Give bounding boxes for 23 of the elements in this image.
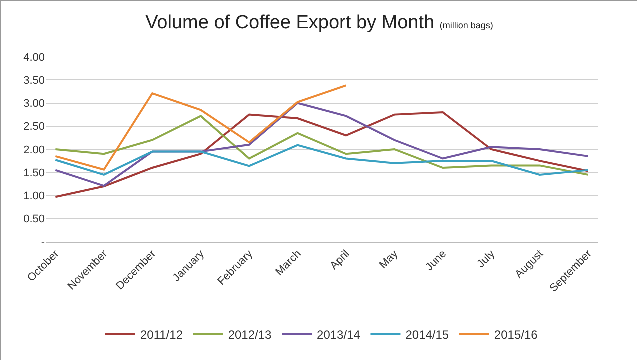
x-tick-label: July: [475, 248, 498, 271]
legend-label: 2015/16: [494, 328, 538, 342]
chart-title: Volume of Coffee Export by Month: [146, 12, 435, 34]
legend-label: 2014/15: [406, 328, 450, 342]
line-series: [54, 144, 590, 176]
legend-label: 2012/13: [228, 328, 272, 342]
legend-label: 2011/12: [140, 328, 184, 342]
y-tick-label: 0.50: [24, 214, 45, 226]
y-tick-label: 2.50: [24, 121, 45, 134]
y-tick-label: 4.00: [24, 52, 45, 64]
line-series: [54, 112, 590, 198]
x-tick-label: May: [377, 248, 401, 272]
y-tick-label: 3.00: [24, 98, 45, 110]
y-tick-label: -: [41, 236, 46, 249]
y-tick-label: 3.50: [24, 74, 45, 87]
line-series: [54, 115, 590, 176]
y-tick-label: 1.00: [24, 190, 45, 203]
legend-label: 2013/14: [317, 328, 361, 342]
chart-subtitle: (million bags): [440, 20, 494, 31]
line-series: [54, 84, 348, 171]
y-tick-label: 2.00: [24, 144, 45, 156]
y-tick-label: 1.50: [24, 167, 45, 180]
line-series: [54, 102, 590, 188]
